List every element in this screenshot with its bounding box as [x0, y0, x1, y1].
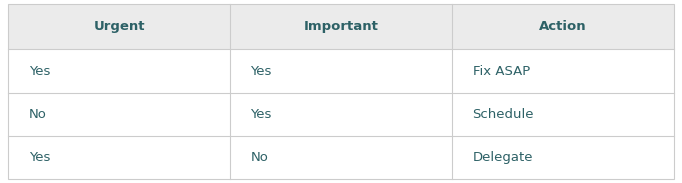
- Bar: [8, 93, 674, 136]
- Bar: [8, 136, 674, 179]
- Text: Schedule: Schedule: [473, 108, 534, 121]
- Text: Important: Important: [303, 20, 379, 33]
- Text: Yes: Yes: [29, 151, 50, 164]
- Text: Yes: Yes: [250, 64, 271, 78]
- Text: Yes: Yes: [250, 108, 271, 121]
- Text: Fix ASAP: Fix ASAP: [473, 64, 530, 78]
- Bar: [8, 49, 674, 93]
- Text: Yes: Yes: [29, 64, 50, 78]
- Text: No: No: [250, 151, 268, 164]
- Text: Urgent: Urgent: [93, 20, 145, 33]
- Text: No: No: [29, 108, 46, 121]
- Bar: [8, 4, 674, 49]
- Text: Action: Action: [539, 20, 587, 33]
- Text: Delegate: Delegate: [473, 151, 533, 164]
